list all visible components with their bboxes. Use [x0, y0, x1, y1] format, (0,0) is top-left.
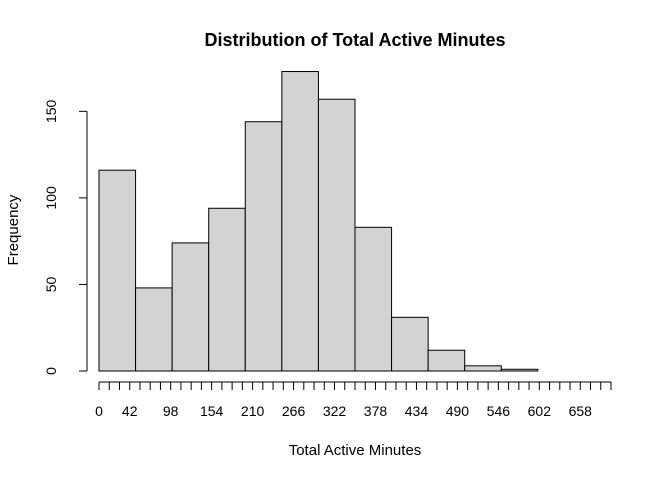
x-tick-label: 98	[163, 403, 179, 419]
x-tick-label: 490	[446, 403, 470, 419]
x-tick-label: 434	[405, 403, 429, 419]
x-tick-label: 658	[569, 403, 593, 419]
histogram-bar	[464, 365, 502, 372]
y-axis: 0 50 100 150	[43, 99, 88, 375]
y-tick-label: 150	[43, 99, 59, 123]
y-tick-label: 0	[43, 367, 59, 375]
x-tick-label: 0	[95, 403, 103, 419]
x-axis-label: Total Active Minutes	[289, 442, 422, 459]
histogram-bar	[135, 287, 173, 372]
x-tick-label: 546	[487, 403, 511, 419]
x-axis: 0 42 98 154 210 266 322 378 434 490 546 602 658	[95, 381, 612, 419]
histogram-bar	[391, 316, 429, 372]
x-tick-label: 602	[528, 403, 552, 419]
histogram-bar	[244, 121, 283, 372]
x-tick-label: 322	[323, 403, 347, 419]
histogram-bar	[281, 71, 319, 372]
x-tick-label: 154	[200, 403, 224, 419]
chart-title: Distribution of Total Active Minutes	[205, 30, 506, 50]
histogram-bars	[98, 71, 539, 372]
histogram-bar	[500, 368, 539, 372]
histogram-bar	[317, 98, 356, 372]
histogram-bar	[98, 169, 137, 372]
x-tick-label: 378	[364, 403, 388, 419]
x-tick-label: 42	[122, 403, 138, 419]
x-tick-label: 210	[241, 403, 265, 419]
y-axis-label: Frequency	[5, 194, 22, 265]
y-tick-label: 50	[43, 276, 59, 292]
y-tick-label: 100	[43, 186, 59, 210]
histogram-bar	[208, 207, 246, 372]
histogram-bar	[427, 349, 466, 372]
histogram-bar	[171, 242, 210, 372]
histogram-bar	[354, 226, 393, 372]
x-tick-label: 266	[282, 403, 306, 419]
